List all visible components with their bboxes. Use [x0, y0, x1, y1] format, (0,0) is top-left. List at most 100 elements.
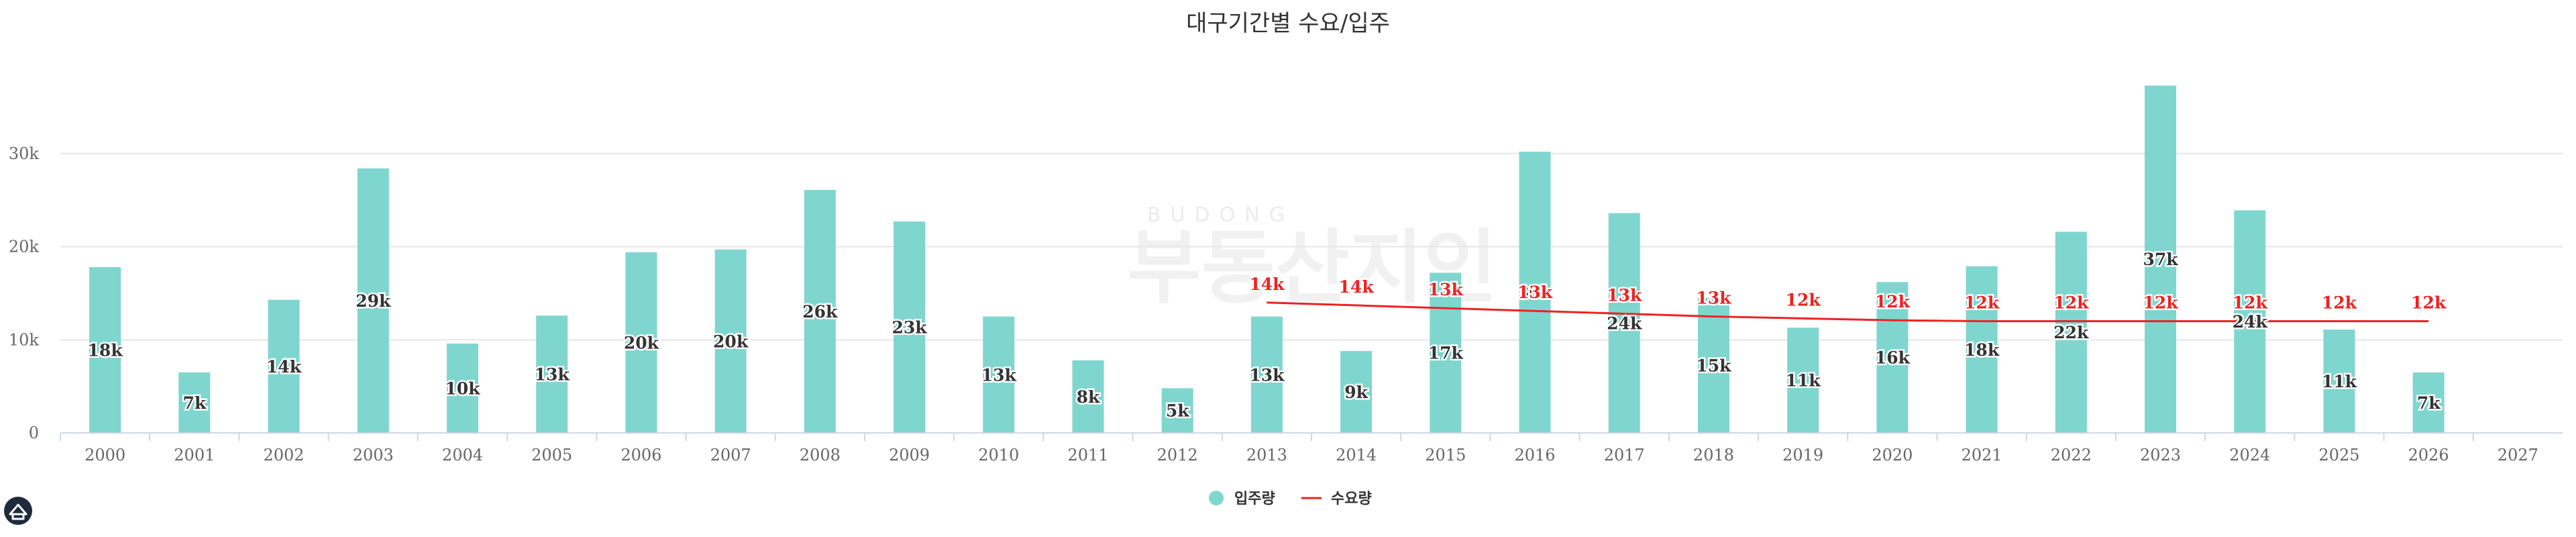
x-tick-label: 2021 — [1962, 446, 2002, 465]
y-tick-label: 0 — [29, 424, 39, 442]
legend-item-supply[interactable]: 입주량 — [1209, 491, 1275, 507]
demand-line-label: 12k — [1875, 292, 1911, 311]
supply-bar-label: 9k — [1344, 383, 1368, 402]
x-tick-label: 2004 — [442, 446, 483, 465]
supply-bar — [2412, 372, 2445, 433]
supply-bar-label: 14k — [266, 357, 302, 377]
supply-bar — [625, 252, 657, 433]
x-tick-label: 2002 — [263, 446, 304, 465]
supply-bar — [1430, 273, 1462, 433]
x-tick-label: 2020 — [1872, 446, 1913, 465]
demand-line-label: 13k — [1517, 283, 1553, 302]
supply-bar — [2145, 85, 2177, 433]
x-tick-label: 2009 — [889, 446, 930, 465]
supply-bar — [714, 249, 747, 433]
x-tick-label: 2010 — [978, 446, 1019, 465]
supply-bar — [178, 372, 211, 433]
demand-line-label: 12k — [2322, 293, 2357, 313]
supply-bar-label: 24k — [1607, 313, 1642, 333]
supply-bar-label: 30k — [1517, 283, 1553, 302]
x-tick-label: 2003 — [353, 446, 394, 465]
demand-line-label: 14k — [1339, 277, 1375, 297]
supply-bar-label: 7k — [2417, 393, 2440, 413]
x-tick-label: 2006 — [621, 446, 661, 465]
x-tick-label: 2000 — [85, 446, 125, 465]
y-tick-label: 30k — [9, 144, 40, 163]
supply-bar — [2055, 232, 2087, 433]
supply-bar-label: 20k — [713, 332, 749, 351]
x-tick-label: 2013 — [1246, 446, 1287, 465]
supply-bar — [1787, 328, 1819, 433]
x-tick-label: 2025 — [2318, 446, 2359, 465]
supply-bar-label: 11k — [2322, 372, 2357, 391]
supply-bar-labels: 18k 7k 14k 29k 10k 13k 20k 20k 26k 23k 13k 8k 5k 13k 9… — [86, 248, 2443, 422]
demand-line-label: 12k — [2411, 293, 2447, 313]
supply-bar-label: 23k — [892, 318, 927, 338]
supply-bar-label: 13k — [535, 365, 570, 385]
supply-bar-label: 16k — [1875, 348, 1911, 368]
supply-bar — [894, 222, 926, 433]
home-logo-icon[interactable] — [4, 497, 32, 525]
demand-line-label: 13k — [1607, 285, 1642, 305]
supply-bar — [1519, 151, 1551, 433]
supply-bar-label: 13k — [1249, 365, 1285, 385]
watermark-sub-text: BUDONG — [1147, 203, 1294, 227]
x-tick-label: 2019 — [1782, 446, 1823, 465]
supply-bar — [1340, 350, 1373, 433]
supply-bar-label: 10k — [445, 379, 480, 398]
supply-bar — [89, 267, 121, 433]
supply-bar — [983, 316, 1015, 433]
supply-bar-label: 17k — [1428, 344, 1464, 363]
demand-line — [1267, 301, 2429, 322]
supply-bar — [804, 189, 836, 433]
supply-bar — [1072, 360, 1104, 433]
x-tick-label: 2005 — [531, 446, 572, 465]
legend-demand-label: 수요량 — [1331, 491, 1372, 507]
demand-line-labels: 14k 14k 13k 13k 13k 13k 12k 12k 12k 12k 12k 12k 12k 1… — [1248, 273, 2449, 314]
supply-bar-label: 24k — [2233, 312, 2268, 332]
demand-line-label: 12k — [1964, 293, 2000, 313]
supply-bar — [268, 299, 300, 433]
x-tick-label: 2022 — [2051, 446, 2092, 465]
supply-bar-label: 18k — [88, 341, 123, 360]
supply-bar-label: 26k — [802, 302, 838, 322]
x-tick-label: 2024 — [2229, 446, 2270, 465]
x-tick-label: 2008 — [800, 446, 841, 465]
supply-bar-label: 7k — [182, 393, 206, 413]
x-tick-label: 2017 — [1604, 446, 1645, 465]
supply-bar — [1876, 282, 1909, 433]
x-tick-label: 2023 — [2140, 446, 2181, 465]
legend-item-demand[interactable]: 수요량 — [1301, 491, 1372, 507]
y-axis-ticks: 0 10k 20k 30k — [9, 144, 40, 442]
supply-bar — [357, 168, 389, 433]
supply-bar-label: 20k — [624, 333, 659, 352]
legend-supply-marker — [1209, 491, 1224, 505]
supply-bar-label: 18k — [1964, 340, 2000, 360]
demand-line-label: 12k — [2053, 293, 2089, 313]
x-tick-label: 2015 — [1425, 446, 1466, 465]
x-tick-label: 2026 — [2408, 446, 2449, 465]
supply-bar-label: 37k — [2143, 250, 2178, 269]
y-tick-label: 10k — [9, 330, 40, 349]
x-tick-label: 2011 — [1067, 446, 1108, 465]
x-tick-label: 2007 — [710, 446, 751, 465]
supply-bar-label: 8k — [1077, 387, 1100, 407]
supply-bar-label: 22k — [2053, 323, 2089, 342]
supply-bar — [1697, 297, 1729, 433]
supply-bar-label: 15k — [1696, 356, 1731, 375]
supply-bar-label: 11k — [1786, 371, 1821, 391]
x-tick-label: 2016 — [1514, 446, 1555, 465]
demand-line-label: 12k — [2233, 293, 2268, 313]
demand-line-label: 12k — [1786, 290, 1821, 309]
demand-line-label: 12k — [2143, 293, 2178, 313]
supply-bar-label: 29k — [356, 291, 391, 311]
x-tick-label: 2012 — [1157, 446, 1198, 465]
supply-bar — [2323, 329, 2355, 433]
x-tick-label: 2018 — [1693, 446, 1734, 465]
supply-bar-label: 5k — [1166, 401, 1189, 421]
x-tick-label: 2027 — [2498, 446, 2538, 465]
supply-bar — [446, 343, 478, 433]
x-axis-ticks: 2000 2001 2002 2003 2004 2005 2006 2007 2008 2009… — [60, 433, 2538, 465]
demand-line-path — [1267, 301, 2429, 322]
